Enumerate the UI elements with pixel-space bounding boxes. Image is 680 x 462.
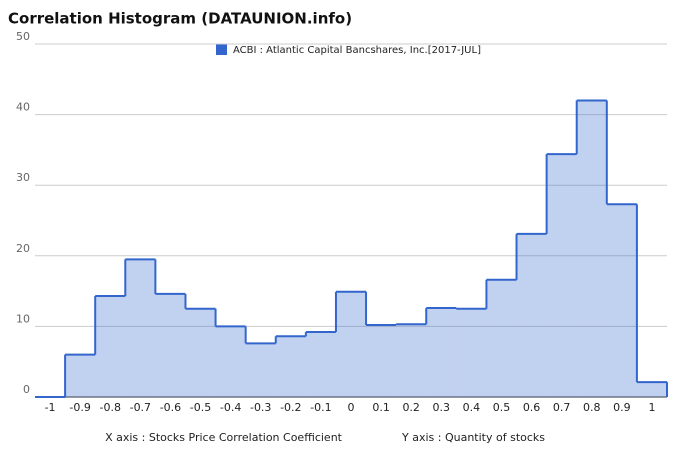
y-tick-label: 0 (23, 383, 30, 396)
x-tick-label: 0.1 (372, 401, 390, 414)
bar-fill (516, 233, 547, 397)
chart-title: Correlation Histogram (DATAUNION.info) (8, 10, 352, 28)
bar-fill (396, 324, 427, 397)
x-tick-label: -0.5 (190, 401, 211, 414)
bar-fill (125, 259, 156, 397)
bar-fill (65, 354, 96, 397)
x-tick-label: 0.7 (553, 401, 571, 414)
bar-fill (576, 100, 607, 397)
y-tick-label: 30 (16, 171, 30, 184)
x-tick-label: -0.9 (69, 401, 90, 414)
y-tick-label: 40 (16, 101, 30, 114)
bar-fill (95, 296, 126, 397)
y-tick-label: 50 (16, 30, 30, 43)
legend-label: ACBI : Atlantic Capital Bancshares, Inc.… (233, 45, 481, 56)
bar-fill (335, 291, 367, 397)
x-tick-label: 0.9 (613, 401, 631, 414)
x-tick-label: -0.8 (100, 401, 121, 414)
bar-fill (215, 326, 246, 397)
bar-fill (275, 336, 306, 397)
x-tick-label: 0.2 (402, 401, 420, 414)
bar-fill (155, 293, 186, 397)
bar-fill (486, 279, 517, 397)
x-tick-label: -0.2 (280, 401, 301, 414)
bar-fill (636, 382, 667, 397)
y-tick-label: 10 (16, 312, 30, 325)
bar-fill (426, 308, 457, 397)
y-tick-label: 20 (16, 242, 30, 255)
x-tick-label: 1 (648, 401, 655, 414)
x-tick-label: 0.6 (523, 401, 541, 414)
x-tick-label: -0.4 (220, 401, 241, 414)
x-tick-label: 0.5 (493, 401, 511, 414)
x-tick-label: 0 (348, 401, 355, 414)
x-tick-label: 0.3 (433, 401, 451, 414)
y-axis-label: Y axis : Quantity of stocks (401, 431, 545, 444)
bar-fill (185, 308, 216, 397)
bar-fill (245, 343, 276, 397)
bar-fill (456, 308, 487, 397)
x-axis-label: X axis : Stocks Price Correlation Coeffi… (105, 431, 343, 444)
x-tick-label: 0.8 (583, 401, 601, 414)
legend-swatch (216, 44, 227, 55)
bar-fill (366, 324, 397, 397)
x-tick-label: -1 (45, 401, 56, 414)
x-tick-label: -0.7 (130, 401, 151, 414)
bar-fill (606, 204, 637, 397)
x-tick-label: -0.3 (250, 401, 271, 414)
x-tick-label: 0.4 (463, 401, 481, 414)
bar-fill (546, 154, 577, 397)
x-tick-label: -0.6 (160, 401, 181, 414)
x-tick-label: -0.1 (310, 401, 331, 414)
bar-fill (305, 332, 336, 397)
